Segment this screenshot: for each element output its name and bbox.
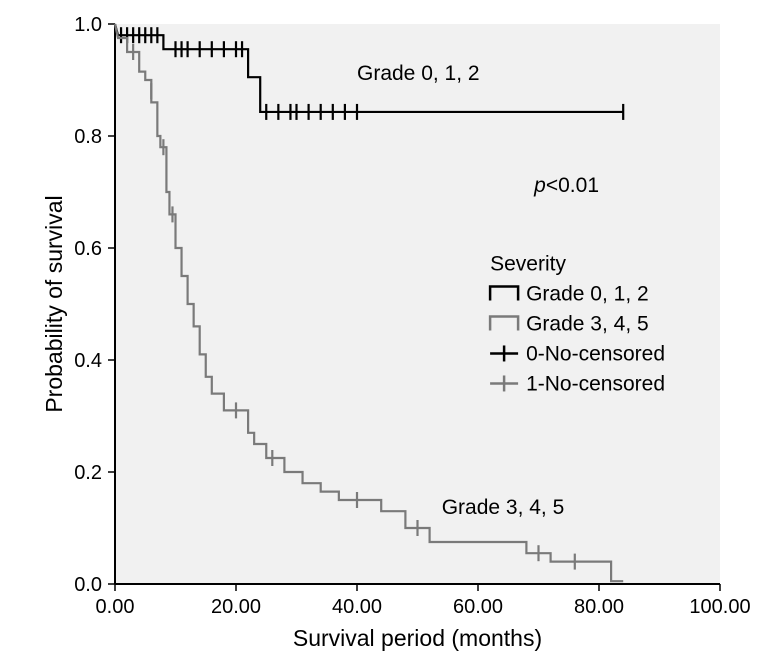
y-tick-label: 0.0	[74, 574, 102, 596]
y-tick-label: 1.0	[74, 14, 102, 36]
x-tick-label: 20.00	[211, 596, 261, 618]
y-tick-label: 0.4	[74, 350, 102, 372]
p-value: p<0.01	[533, 174, 599, 197]
survival-chart: 0.00 20.00 40.00 60.00 80.00 100.00 0.0 0.2 0.4 0…	[0, 0, 760, 665]
x-tick-label: 100.00	[689, 596, 750, 618]
legend-item-label: 1-No-censored	[526, 372, 665, 395]
legend-title: Severity	[490, 252, 566, 275]
curve-label-grade-345: Grade 3, 4, 5	[442, 496, 565, 519]
x-tick-label: 80.00	[574, 596, 624, 618]
legend-item-label: Grade 0, 1, 2	[526, 282, 649, 305]
curve-label-grade-012: Grade 0, 1, 2	[357, 62, 480, 85]
y-axis-label: Probability of survival	[41, 195, 67, 412]
x-axis-label: Survival period (months)	[293, 625, 542, 651]
x-tick-label: 60.00	[453, 596, 503, 618]
chart-svg: 0.00 20.00 40.00 60.00 80.00 100.00 0.0 0.2 0.4 0…	[0, 0, 760, 665]
legend-item-label: 0-No-censored	[526, 342, 665, 365]
y-tick-label: 0.2	[74, 462, 102, 484]
x-tick-label: 40.00	[332, 596, 382, 618]
legend-item-label: Grade 3, 4, 5	[526, 312, 649, 335]
y-tick-label: 0.8	[74, 126, 102, 148]
x-tick-label: 0.00	[96, 596, 135, 618]
y-tick-label: 0.6	[74, 238, 102, 260]
